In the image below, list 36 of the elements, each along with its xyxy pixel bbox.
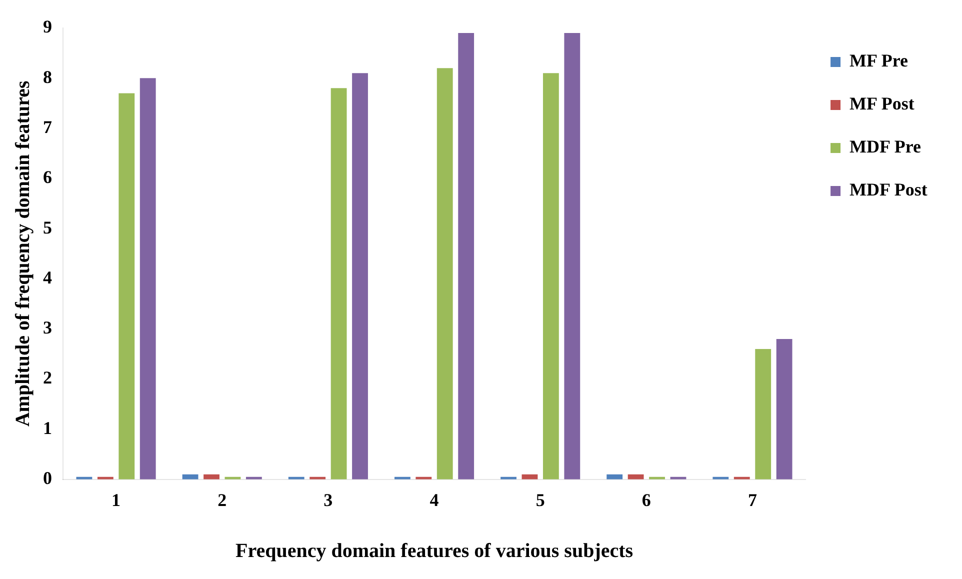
y-tick-label: 3 <box>43 318 52 338</box>
bar <box>118 93 135 480</box>
y-tick-label: 0 <box>43 468 52 488</box>
y-tick-label: 4 <box>43 267 52 288</box>
bar <box>606 474 623 480</box>
bar <box>204 474 220 480</box>
y-tick-label: 2 <box>43 368 52 388</box>
bar <box>458 33 474 480</box>
y-tick-label: 8 <box>43 66 52 87</box>
y-tick-label: 7 <box>43 116 52 137</box>
y-tick-label: 6 <box>43 167 52 188</box>
x-tick-label: 7 <box>748 490 757 510</box>
legend-label: MDF Post <box>850 180 928 200</box>
x-axis-title: Frequency domain features of various subjects <box>235 540 634 562</box>
y-axis-title: Amplitude of frequency domain features <box>12 80 34 427</box>
bar <box>542 73 559 480</box>
legend-label: MF Post <box>850 94 914 114</box>
bar <box>436 68 453 480</box>
bar <box>352 73 368 480</box>
bar <box>776 338 792 480</box>
y-tick-label: 9 <box>43 16 52 37</box>
x-tick-label: 5 <box>536 490 545 510</box>
bar <box>564 33 580 480</box>
x-tick-label: 1 <box>112 490 121 510</box>
legend-label: MF Pre <box>850 50 908 71</box>
bar <box>330 88 347 480</box>
legend-label: MDF Pre <box>850 136 921 157</box>
bar <box>628 474 644 480</box>
x-tick-label: 6 <box>642 490 651 510</box>
bar <box>140 78 156 480</box>
x-tick-label: 2 <box>218 490 227 510</box>
y-tick-label: 1 <box>43 418 52 438</box>
x-tick-label: 3 <box>324 490 333 510</box>
x-tick-label: 4 <box>430 490 439 510</box>
bar <box>755 348 772 480</box>
y-tick-label: 5 <box>43 217 52 238</box>
